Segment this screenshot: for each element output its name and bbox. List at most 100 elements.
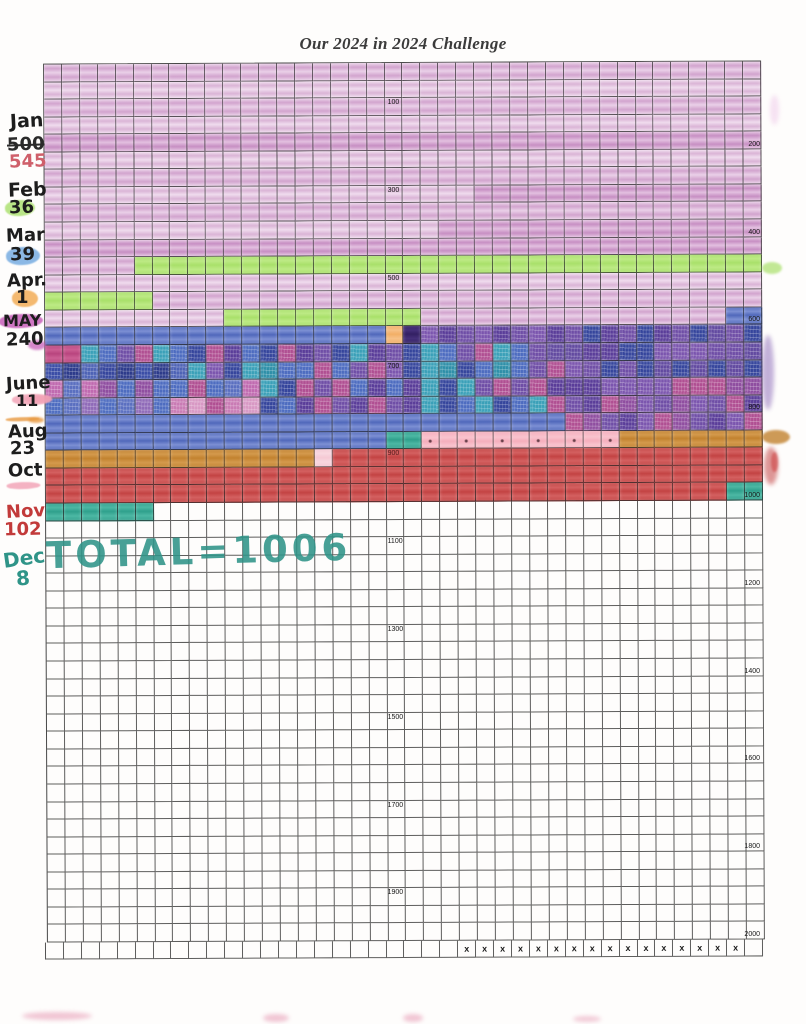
grid-cell bbox=[565, 378, 584, 396]
grid-cell bbox=[512, 571, 531, 590]
grid-cell bbox=[314, 379, 333, 398]
grid-cell bbox=[492, 62, 511, 81]
grid-cell bbox=[621, 869, 640, 888]
grid-cell bbox=[442, 905, 461, 924]
grid-cell bbox=[65, 854, 84, 873]
grid-cell bbox=[370, 870, 389, 889]
grid-cell bbox=[439, 326, 458, 344]
grid-cell bbox=[384, 63, 403, 81]
grid-cell bbox=[567, 869, 586, 888]
grid-cell bbox=[172, 731, 191, 749]
grid-cell bbox=[173, 854, 192, 872]
grid-cell bbox=[315, 572, 334, 591]
grid-cell bbox=[207, 608, 226, 626]
grid-cell bbox=[495, 729, 514, 748]
grid-cell bbox=[583, 360, 602, 379]
grid-cell bbox=[115, 81, 134, 100]
grid-cell bbox=[154, 713, 173, 732]
grid-cell bbox=[421, 185, 440, 204]
grid-cell bbox=[583, 536, 602, 554]
grid-cell bbox=[298, 800, 317, 819]
grid-cell bbox=[278, 344, 297, 363]
grid-cell bbox=[692, 764, 711, 782]
grid-cell bbox=[710, 781, 729, 800]
grid-cell bbox=[599, 114, 618, 133]
grid-cell bbox=[458, 589, 477, 608]
grid-cell bbox=[510, 238, 529, 256]
grid-cell bbox=[47, 854, 66, 873]
grid-cell bbox=[261, 484, 280, 503]
grid-cell bbox=[134, 292, 153, 311]
grid-cell bbox=[528, 97, 547, 116]
grid-cell bbox=[368, 431, 387, 450]
grid-cell bbox=[81, 397, 100, 416]
grid-cell bbox=[189, 573, 208, 591]
grid-cell bbox=[690, 360, 709, 378]
grid-cell bbox=[636, 167, 655, 185]
grid-cell bbox=[333, 572, 352, 591]
grid-cell bbox=[440, 484, 459, 502]
grid-cell bbox=[62, 152, 81, 170]
grid-cell bbox=[475, 255, 494, 274]
grid-cell bbox=[708, 324, 727, 343]
grid-cell bbox=[493, 325, 512, 344]
grid-cell bbox=[459, 887, 478, 906]
grid-cell bbox=[440, 536, 459, 555]
grid-cell bbox=[566, 624, 585, 642]
grid-cell bbox=[313, 221, 332, 239]
grid-cell bbox=[298, 783, 317, 801]
grid-cell bbox=[404, 501, 423, 520]
grid-cell bbox=[370, 853, 389, 871]
grid-cell bbox=[169, 63, 188, 82]
grid-cell bbox=[745, 588, 764, 606]
grid-cell bbox=[349, 221, 368, 239]
grid-cell bbox=[297, 660, 316, 679]
grid-cell bbox=[135, 573, 154, 591]
grid-cell bbox=[654, 272, 673, 291]
grid-cell bbox=[295, 133, 314, 152]
grid-cell bbox=[63, 398, 82, 416]
grid-cell bbox=[476, 536, 495, 555]
grid-cell bbox=[316, 923, 335, 942]
grid-cell bbox=[298, 818, 317, 837]
grid-cell bbox=[621, 887, 640, 905]
grid-cell bbox=[456, 62, 475, 81]
grid-cell bbox=[620, 659, 639, 677]
grid-cell bbox=[728, 904, 747, 923]
grid-cell bbox=[208, 871, 227, 890]
grid-cell bbox=[190, 783, 209, 802]
grid-cell bbox=[548, 624, 567, 642]
grid-cell bbox=[152, 222, 171, 240]
grid-cell bbox=[746, 816, 765, 835]
grid-cell bbox=[564, 290, 583, 309]
grid-number-label: 1800 bbox=[744, 843, 760, 851]
grid-cell bbox=[421, 220, 440, 239]
grid-cell bbox=[513, 922, 532, 941]
grid-cell bbox=[563, 79, 582, 98]
grid-cell bbox=[80, 117, 99, 135]
grid-cell bbox=[208, 801, 227, 819]
grid-cell bbox=[510, 220, 529, 239]
grid-cell bbox=[636, 325, 655, 343]
grid-cell bbox=[602, 782, 621, 800]
grid-cell bbox=[654, 377, 673, 396]
grid-cell bbox=[674, 764, 693, 782]
extra-cell bbox=[135, 942, 154, 960]
grid-cell bbox=[134, 345, 153, 363]
grid-cell bbox=[314, 309, 333, 327]
grid-cell bbox=[528, 220, 547, 239]
grid-cell bbox=[242, 291, 261, 310]
grid-cell bbox=[79, 64, 98, 82]
grid-cell bbox=[600, 290, 619, 308]
grid-cell bbox=[171, 608, 190, 626]
grid-cell bbox=[350, 361, 369, 380]
grid-cell bbox=[298, 906, 317, 924]
grid-cell bbox=[46, 626, 65, 645]
grid-cell bbox=[206, 256, 225, 275]
grid-cell bbox=[349, 186, 368, 204]
grid-cell bbox=[673, 588, 692, 607]
grid-cell bbox=[474, 97, 493, 116]
grid-cell bbox=[494, 641, 513, 660]
grid-cell bbox=[101, 836, 120, 855]
grid-cell bbox=[134, 274, 153, 293]
